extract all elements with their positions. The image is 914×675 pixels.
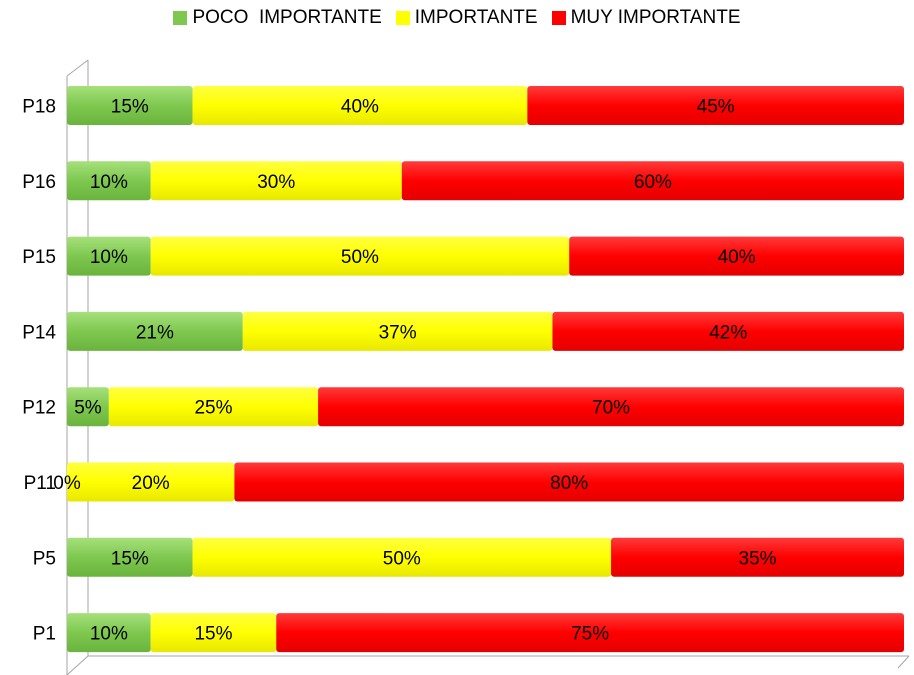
data-label-p15-muy-importante: 40% (718, 247, 756, 268)
category-label-p18: P18 (22, 97, 56, 118)
data-label-p15-importante: 50% (341, 247, 379, 268)
data-label-p11-poco-importante: 0% (53, 473, 81, 494)
bar-p16-importante (150, 161, 402, 201)
legend-item-muy-importante: MUY IMPORTANTE (551, 7, 741, 29)
bar-p12-poco-importante (67, 387, 109, 427)
legend-label-poco-importante: POCO IMPORTANTE (192, 7, 382, 28)
data-label-p16-poco-importante: 10% (90, 172, 128, 193)
data-label-p12-importante: 25% (194, 398, 232, 419)
labels-group: P18 15% 40% 45%P16 10% 30% 60%P15 10% 50% 40%P14 2… (22, 97, 776, 645)
bar-p12-muy-importante (318, 387, 905, 427)
data-label-p5-muy-importante: 35% (739, 548, 777, 569)
data-label-p11-muy-importante: 80% (550, 473, 588, 494)
bars-group (67, 86, 905, 653)
bar-p14-poco-importante (67, 311, 243, 351)
bar-p5-muy-importante (611, 537, 904, 577)
bar-p18-importante (192, 86, 528, 125)
data-label-p5-importante: 50% (383, 548, 421, 569)
data-label-p12-poco-importante: 5% (74, 398, 102, 419)
bar-p12-importante (108, 387, 319, 427)
data-label-p14-poco-importante: 21% (136, 322, 174, 343)
data-label-p15-poco-importante: 10% (90, 247, 128, 268)
bar-p1-poco-importante (67, 613, 151, 653)
legend: POCO IMPORTANTE IMPORTANTE MUY IMPORTANT… (0, 7, 914, 29)
category-label-p14: P14 (22, 322, 56, 343)
bar-p15-importante (150, 236, 570, 276)
legend-swatch-importante (395, 11, 410, 25)
data-label-p1-muy-importante: 75% (571, 624, 609, 645)
data-label-p5-poco-importante: 15% (111, 548, 149, 569)
legend-swatch-poco-importante (173, 11, 188, 25)
bar-p5-poco-importante (67, 537, 193, 577)
legend-label-importante: IMPORTANTE (414, 7, 538, 28)
y-axis-top-slant (66, 59, 89, 77)
data-label-p1-importante: 15% (194, 624, 232, 645)
legend-swatch-muy-importante (551, 11, 566, 25)
bar-p5-importante (192, 537, 612, 577)
data-label-p18-muy-importante: 45% (697, 97, 735, 118)
floor-right-slant (897, 655, 910, 669)
category-label-p12: P12 (22, 398, 56, 419)
bar-p15-poco-importante (67, 236, 151, 276)
data-label-p16-importante: 30% (257, 172, 295, 193)
bar-p14-importante (242, 311, 553, 351)
data-label-p1-poco-importante: 10% (90, 624, 128, 645)
data-label-p18-importante: 40% (341, 97, 379, 118)
bar-p16-poco-importante (67, 161, 151, 201)
data-label-p11-importante: 20% (132, 473, 170, 494)
axis-frame (66, 59, 910, 675)
legend-label-muy-importante: MUY IMPORTANTE (570, 7, 741, 28)
data-label-p12-muy-importante: 70% (592, 398, 630, 419)
bar-p16-muy-importante (401, 161, 904, 201)
legend-item-importante: IMPORTANTE (395, 7, 538, 29)
bar-p1-importante (150, 613, 277, 653)
bar-p1-muy-importante (276, 613, 904, 653)
data-label-p16-muy-importante: 60% (634, 172, 672, 193)
bar-p18-muy-importante (527, 86, 904, 125)
bar-p11-importante (67, 462, 235, 502)
category-label-p11: P11 (24, 473, 56, 494)
bar-p14-muy-importante (552, 311, 904, 351)
bar-p18-poco-importante (67, 86, 193, 125)
legend-item-poco-importante: POCO IMPORTANTE (173, 7, 382, 29)
data-label-p14-importante: 37% (379, 322, 417, 343)
category-label-p15: P15 (22, 247, 56, 268)
category-label-p5: P5 (33, 548, 56, 569)
bar-p15-muy-importante (569, 236, 904, 276)
bar-p11-muy-importante (234, 462, 904, 502)
category-label-p1: P1 (33, 624, 56, 645)
data-label-p18-poco-importante: 15% (111, 97, 149, 118)
floor-left-slant (66, 655, 89, 675)
category-label-p16: P16 (22, 172, 56, 193)
data-label-p14-muy-importante: 42% (709, 322, 747, 343)
